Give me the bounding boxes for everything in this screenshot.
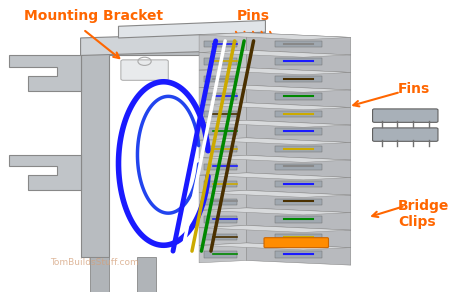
Bar — [204, 216, 237, 223]
Polygon shape — [199, 85, 246, 105]
Polygon shape — [199, 50, 246, 70]
Polygon shape — [199, 138, 351, 145]
Bar — [275, 146, 322, 152]
Bar — [275, 164, 322, 170]
Polygon shape — [199, 103, 351, 110]
Polygon shape — [246, 138, 351, 160]
Polygon shape — [199, 225, 351, 232]
Bar — [204, 181, 237, 187]
Bar — [275, 234, 322, 240]
Polygon shape — [199, 103, 246, 123]
Bar — [275, 111, 322, 117]
Bar — [204, 164, 237, 170]
Bar — [275, 128, 322, 135]
Text: TomBuildsStuff.com: TomBuildsStuff.com — [50, 258, 139, 267]
Polygon shape — [199, 173, 246, 193]
Bar — [275, 93, 322, 100]
Bar — [204, 58, 237, 65]
FancyBboxPatch shape — [373, 128, 438, 141]
Bar — [204, 93, 237, 100]
Polygon shape — [199, 85, 351, 92]
Polygon shape — [199, 225, 246, 245]
Polygon shape — [199, 155, 351, 162]
Polygon shape — [246, 225, 351, 248]
Polygon shape — [246, 208, 351, 230]
FancyBboxPatch shape — [121, 60, 168, 80]
Text: Fins: Fins — [398, 82, 430, 96]
Bar — [275, 181, 322, 187]
Bar — [204, 111, 237, 117]
Polygon shape — [81, 32, 265, 55]
Polygon shape — [199, 33, 246, 53]
Polygon shape — [90, 257, 109, 292]
FancyBboxPatch shape — [373, 109, 438, 122]
Text: Mounting Bracket: Mounting Bracket — [24, 9, 163, 23]
Polygon shape — [199, 120, 351, 127]
FancyBboxPatch shape — [264, 238, 328, 248]
Polygon shape — [199, 155, 246, 175]
Bar — [275, 58, 322, 65]
Bar — [204, 41, 237, 47]
Bar — [275, 76, 322, 82]
Bar — [275, 41, 322, 47]
Polygon shape — [9, 155, 81, 190]
Polygon shape — [199, 120, 246, 140]
Polygon shape — [199, 173, 351, 180]
Polygon shape — [246, 85, 351, 107]
Polygon shape — [199, 208, 351, 215]
Bar — [204, 199, 237, 205]
Bar — [204, 76, 237, 82]
Polygon shape — [9, 55, 81, 91]
Polygon shape — [199, 50, 351, 57]
Polygon shape — [81, 38, 199, 257]
Text: Pins: Pins — [237, 9, 270, 23]
Polygon shape — [199, 243, 246, 263]
Bar — [204, 251, 237, 258]
Bar — [204, 234, 237, 240]
Polygon shape — [246, 33, 351, 55]
Bar — [204, 128, 237, 135]
Polygon shape — [199, 138, 246, 158]
Polygon shape — [199, 208, 246, 228]
Polygon shape — [246, 103, 351, 125]
Polygon shape — [199, 68, 351, 75]
Polygon shape — [246, 50, 351, 72]
Polygon shape — [199, 68, 246, 88]
Polygon shape — [246, 190, 351, 213]
Polygon shape — [246, 68, 351, 90]
Polygon shape — [199, 190, 246, 210]
Polygon shape — [246, 155, 351, 178]
Polygon shape — [246, 173, 351, 195]
Polygon shape — [199, 33, 351, 40]
Polygon shape — [137, 257, 156, 292]
Polygon shape — [246, 120, 351, 142]
Polygon shape — [246, 243, 351, 265]
Polygon shape — [199, 243, 351, 250]
Text: Bridge
Clips: Bridge Clips — [398, 199, 449, 229]
Polygon shape — [199, 190, 351, 197]
Bar — [275, 216, 322, 223]
Polygon shape — [118, 20, 265, 38]
Bar — [275, 251, 322, 258]
Bar — [204, 146, 237, 152]
Bar — [275, 199, 322, 205]
